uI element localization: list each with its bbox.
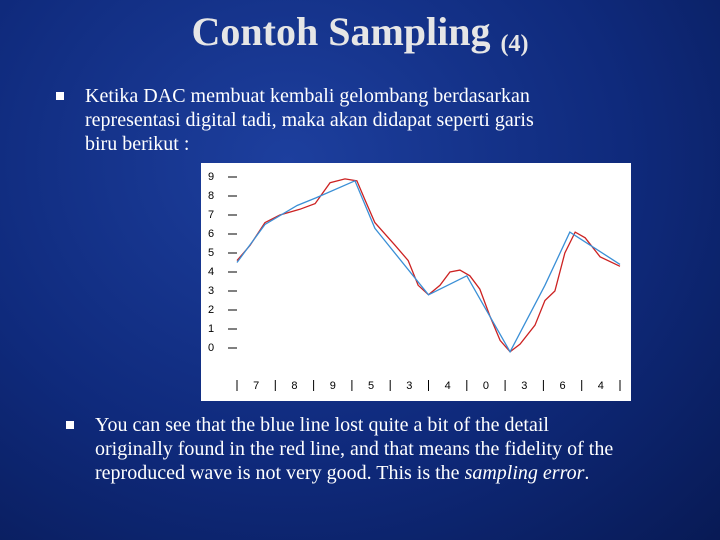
bullet-text: You can see that the blue line lost quit… bbox=[95, 414, 614, 484]
x-tick-label: 4 bbox=[598, 380, 604, 392]
y-tick-label: 6 bbox=[208, 228, 214, 240]
line-series bbox=[236, 179, 621, 354]
x-tick-label: 3 bbox=[521, 380, 527, 392]
x-tick-label: 4 bbox=[445, 380, 451, 392]
bullet-marker bbox=[56, 92, 64, 100]
x-tick-label: 6 bbox=[559, 380, 565, 392]
title: Contoh Sampling (4) bbox=[0, 8, 720, 58]
title-text: Contoh Sampling bbox=[191, 9, 491, 54]
y-tick-label: 1 bbox=[208, 323, 214, 335]
y-tick-label: 2 bbox=[208, 304, 214, 316]
chart: 0 1 2 3 4 5 6 7 8 9 7 8 9 5 3 4 0 3 6 4 bbox=[201, 163, 631, 401]
bullet-emphasis: sampling error bbox=[464, 462, 585, 484]
line-series bbox=[236, 178, 621, 353]
chart-background bbox=[201, 163, 631, 401]
y-tick-label: 8 bbox=[208, 190, 214, 202]
y-tick-label: 3 bbox=[208, 285, 214, 297]
bullet-marker bbox=[66, 421, 74, 429]
x-tick-label: 3 bbox=[406, 380, 412, 392]
title-suffix: (4) bbox=[500, 31, 529, 57]
bullet: You can see that the blue line lost quit… bbox=[95, 413, 615, 485]
y-tick-label: 4 bbox=[208, 266, 214, 278]
y-tick-label: 5 bbox=[208, 247, 214, 259]
bullet: Ketika DAC membuat kembali gelombang ber… bbox=[85, 84, 555, 156]
x-tick-label: 8 bbox=[291, 380, 297, 392]
x-tick-label: 7 bbox=[253, 380, 259, 392]
x-tick-label: 9 bbox=[330, 380, 336, 392]
x-tick-label: 0 bbox=[483, 380, 489, 392]
bullet-text: . bbox=[584, 462, 590, 484]
y-tick-label: 0 bbox=[208, 342, 214, 354]
y-tick-label: 7 bbox=[208, 209, 214, 221]
y-tick-label: 9 bbox=[208, 171, 214, 183]
x-tick-label: 5 bbox=[368, 380, 374, 392]
bullet-text: Ketika DAC membuat kembali gelombang ber… bbox=[85, 85, 534, 155]
